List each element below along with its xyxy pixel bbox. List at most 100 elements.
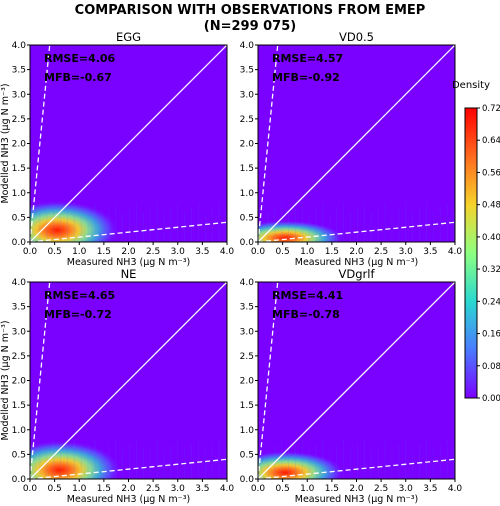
x-tick-label: 1.0 — [300, 484, 315, 494]
y-tick-label: 3.5 — [12, 66, 26, 76]
colorbar-tick-label: 0.00 — [482, 394, 500, 404]
x-tick-label: 4.0 — [220, 484, 235, 494]
stat-annotation: RMSE=4.41 — [272, 289, 343, 302]
panel-egg: 0.0 0.5 1.0 1.5 2.0 2.5 3.0 3.5 4.0 0.0 0.5 1.0 1.5 2… — [0, 30, 234, 268]
x-tick-label: 3.0 — [171, 247, 186, 257]
panel-title: VDgrlf — [339, 267, 376, 281]
x-tick-label: 4.0 — [220, 247, 235, 257]
x-tick-label: 1.5 — [97, 247, 111, 257]
x-axis-label: Measured NH3 (µg N m⁻³) — [295, 257, 418, 268]
colorbar-tick-label: 0.24 — [482, 297, 500, 307]
x-tick-label: 3.0 — [399, 484, 414, 494]
reference-line-lower — [258, 221, 455, 242]
x-tick-label: 2.0 — [349, 484, 364, 494]
panel-title: NE — [121, 267, 137, 281]
x-tick-label: 3.5 — [195, 247, 209, 257]
panel-title: EGG — [116, 30, 141, 44]
y-tick-label: 1.5 — [240, 164, 254, 174]
y-tick-label: 3.5 — [240, 303, 254, 313]
reference-line-upper — [258, 45, 279, 242]
y-tick-label: 0.5 — [12, 450, 26, 460]
y-tick-label: 0.5 — [240, 213, 254, 223]
colorbar-tick-label: 0.72 — [482, 104, 500, 114]
colorbar-tick-label: 0.48 — [482, 201, 500, 211]
y-tick-label: 3.0 — [12, 90, 27, 100]
colorbar-label: Density — [452, 80, 490, 91]
y-tick-label: 0.5 — [240, 450, 254, 460]
y-tick-label: 3.0 — [12, 327, 27, 337]
x-tick-label: 0.5 — [47, 484, 61, 494]
panel-vd0-5: 0.0 0.5 1.0 1.5 2.0 2.5 3.0 3.5 4.0 0.0 0.5 1.0 1.5 2… — [240, 30, 463, 268]
plot-area — [258, 282, 455, 479]
x-tick-label: 1.0 — [72, 484, 87, 494]
x-tick-label: 2.5 — [146, 484, 160, 494]
x-axis-label: Measured NH3 (µg N m⁻³) — [67, 257, 190, 268]
x-tick-label: 2.0 — [121, 484, 136, 494]
x-tick-label: 0.5 — [275, 247, 289, 257]
panel-ne: 0.0 0.5 1.0 1.5 2.0 2.5 3.0 3.5 4.0 0.0 0.5 1.0 1.5 2… — [0, 267, 234, 505]
density-hotspot — [30, 440, 122, 479]
y-tick-label: 4.0 — [12, 41, 27, 51]
reference-line-upper — [30, 282, 51, 479]
colorbar-gradient — [464, 107, 478, 399]
x-tick-label: 2.5 — [146, 247, 160, 257]
panel-vdgrlf: 0.0 0.5 1.0 1.5 2.0 2.5 3.0 3.5 4.0 0.0 0.5 1.0 1.5 2… — [240, 267, 463, 505]
x-tick-label: 3.0 — [399, 247, 414, 257]
colorbar-tick-label: 0.08 — [482, 362, 500, 372]
y-tick-label: 0.5 — [12, 213, 26, 223]
density-hotspot — [258, 220, 346, 242]
x-tick-label: 3.5 — [423, 484, 437, 494]
reference-line-1-1 — [258, 282, 455, 479]
x-tick-label: 1.5 — [325, 247, 339, 257]
y-tick-label: 2.5 — [12, 115, 26, 125]
reference-line-lower — [30, 221, 227, 242]
x-axis-label: Measured NH3 (µg N m⁻³) — [295, 494, 418, 505]
x-tick-label: 3.0 — [171, 484, 186, 494]
y-axis-label: Modelled NH3 (µg N m⁻³) — [0, 320, 11, 440]
x-tick-label: 0.0 — [23, 484, 38, 494]
y-tick-label: 2.5 — [12, 352, 26, 362]
y-tick-label: 1.5 — [12, 401, 26, 411]
reference-line-lower — [30, 458, 227, 479]
x-axis-label: Measured NH3 (µg N m⁻³) — [67, 494, 190, 505]
y-tick-label: 1.0 — [240, 189, 255, 199]
y-tick-label: 2.0 — [12, 140, 27, 150]
y-tick-label: 0.0 — [12, 238, 27, 248]
reference-line-1-1 — [258, 45, 455, 242]
x-tick-label: 0.0 — [251, 484, 266, 494]
reference-line-upper — [30, 45, 51, 242]
stat-annotation: RMSE=4.57 — [272, 52, 343, 65]
panel-title: VD0.5 — [339, 30, 374, 44]
plot-area — [30, 282, 227, 479]
y-tick-label: 0.0 — [240, 475, 255, 485]
x-tick-label: 0.0 — [251, 247, 266, 257]
x-tick-label: 4.0 — [448, 247, 463, 257]
y-tick-label: 4.0 — [240, 41, 255, 51]
x-tick-label: 4.0 — [448, 484, 463, 494]
stat-annotation: MFB=-0.92 — [272, 71, 340, 84]
x-tick-label: 0.0 — [23, 247, 38, 257]
stat-annotation: MFB=-0.72 — [44, 308, 112, 321]
x-tick-label: 3.5 — [423, 247, 437, 257]
density-hotspot — [30, 200, 120, 242]
stat-annotation: MFB=-0.67 — [44, 71, 112, 84]
figure-title-line2: (N=299 075) — [204, 19, 296, 34]
y-tick-label: 1.0 — [12, 189, 27, 199]
x-tick-label: 1.0 — [72, 247, 87, 257]
y-tick-label: 3.0 — [240, 327, 255, 337]
x-tick-label: 2.0 — [349, 247, 364, 257]
y-tick-label: 1.0 — [240, 426, 255, 436]
y-tick-label: 2.5 — [240, 115, 254, 125]
y-tick-label: 4.0 — [12, 278, 27, 288]
y-tick-label: 0.0 — [12, 475, 27, 485]
x-tick-label: 1.0 — [300, 247, 315, 257]
x-tick-label: 2.0 — [121, 247, 136, 257]
x-tick-label: 1.5 — [97, 484, 111, 494]
panels: 0.0 0.5 1.0 1.5 2.0 2.5 3.0 3.5 4.0 0.0 0.5 1.0 1.5 2… — [0, 30, 462, 505]
reference-line-upper — [258, 282, 279, 479]
colorbar-tick-label: 0.64 — [482, 136, 500, 146]
x-tick-label: 3.5 — [195, 484, 209, 494]
colorbar-tick-label: 0.32 — [482, 265, 500, 275]
y-tick-label: 2.0 — [12, 377, 27, 387]
